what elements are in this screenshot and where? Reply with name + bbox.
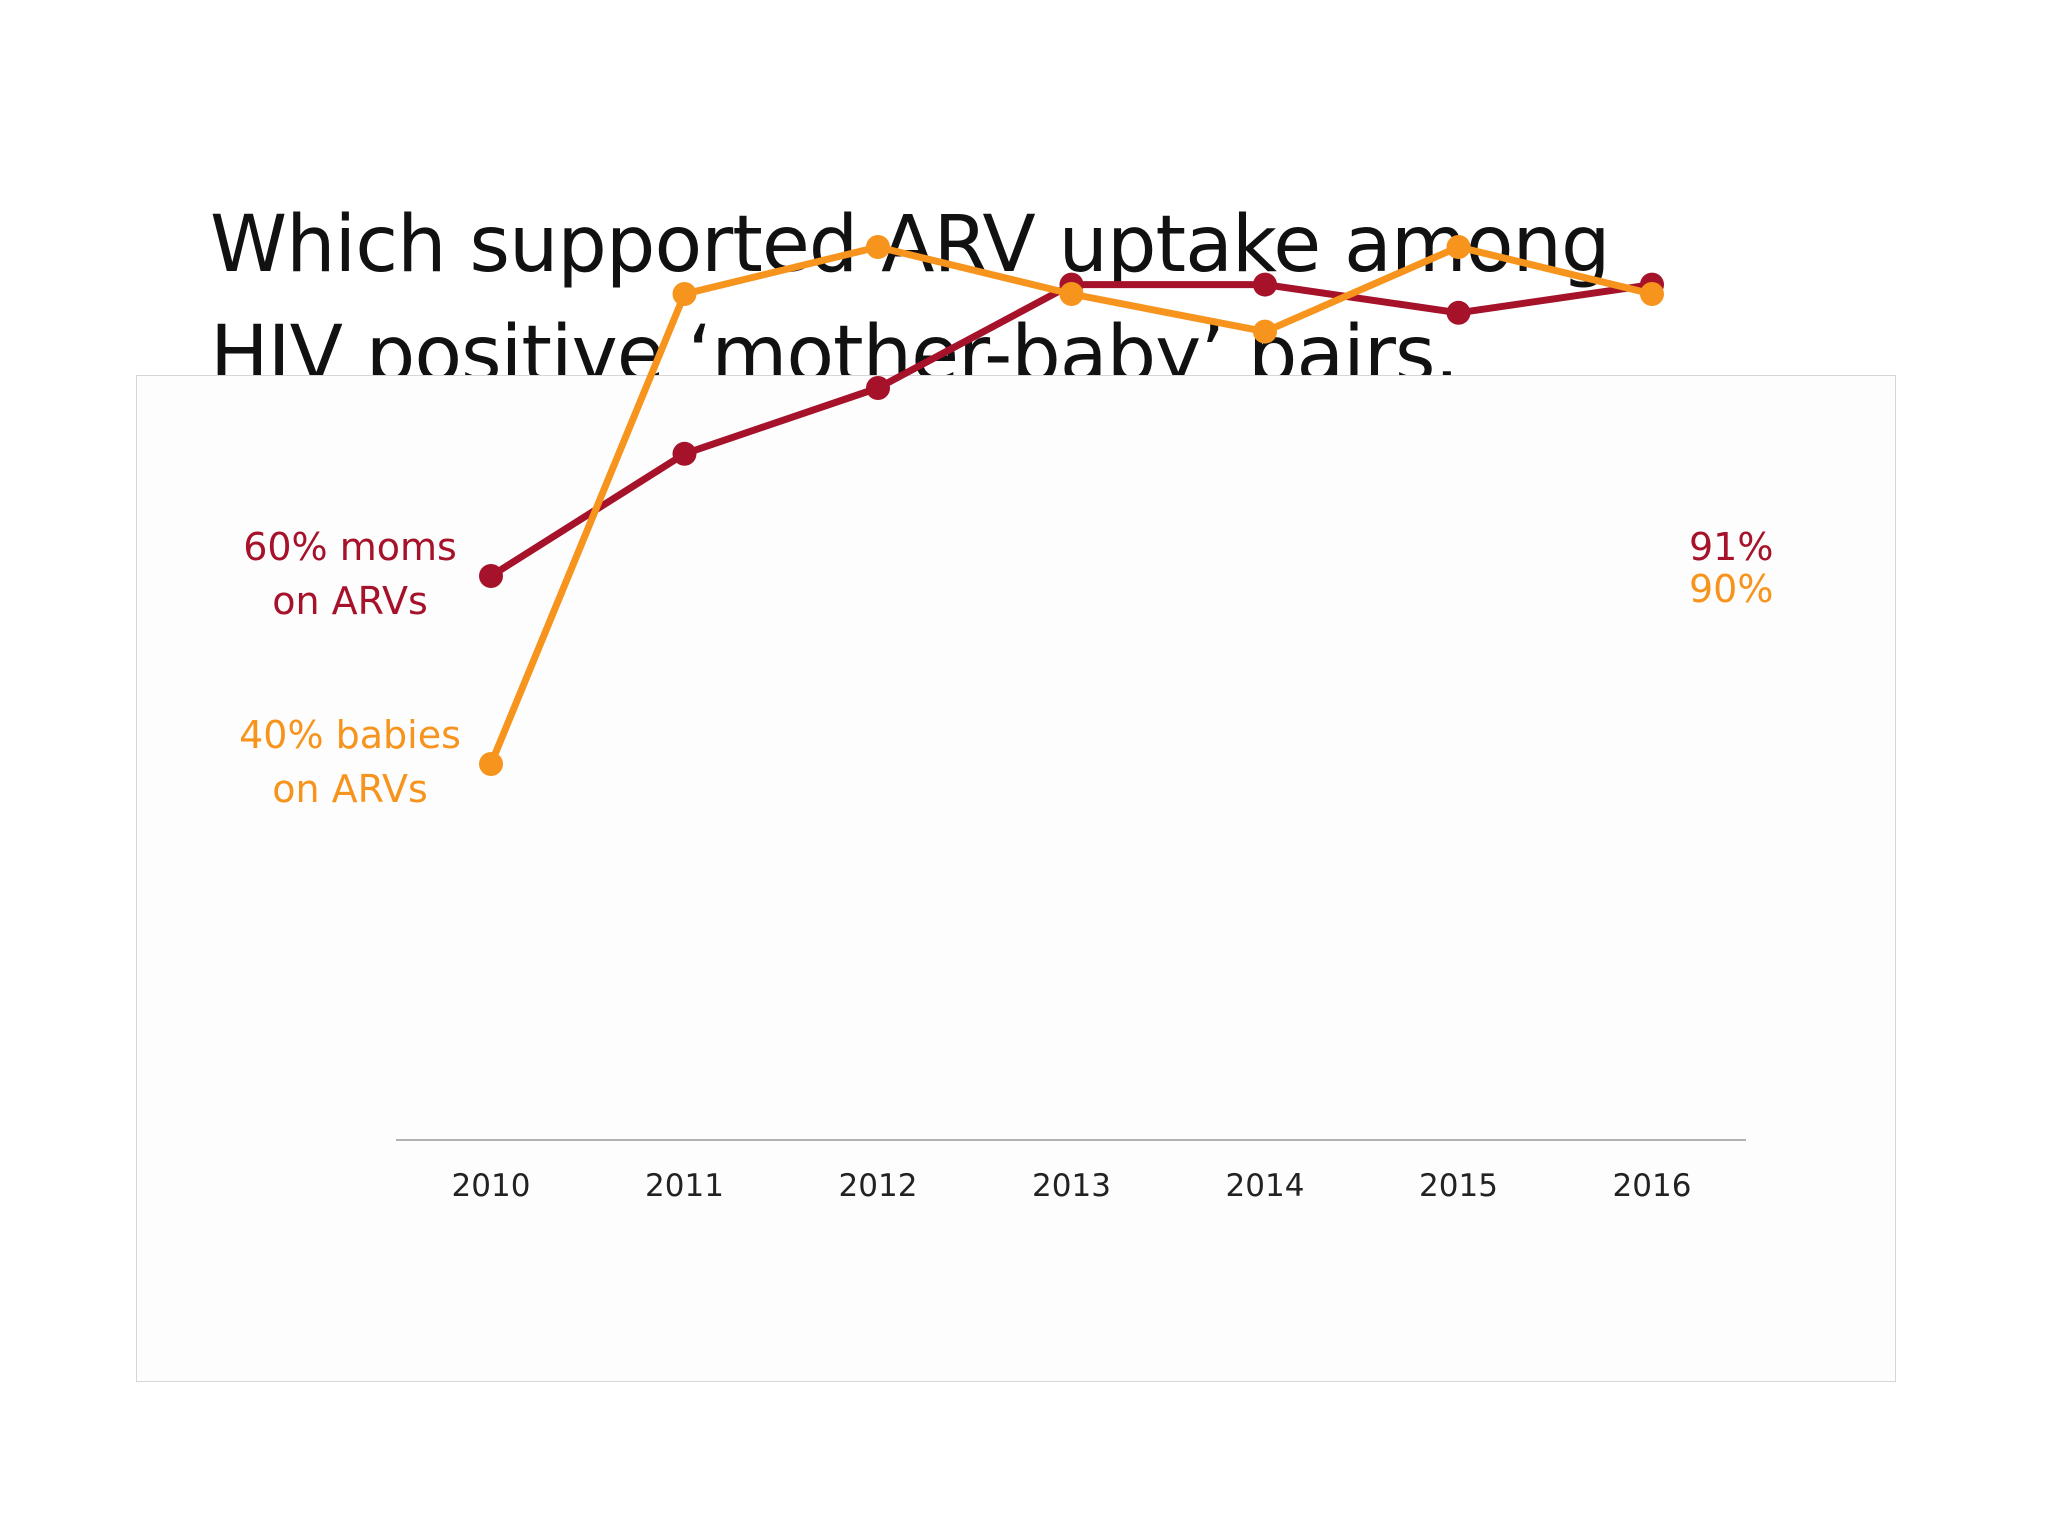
series-line-moms (487, 281, 1656, 580)
slide-title: Which supported ARV uptake among HIV pos… (210, 190, 1710, 410)
series-start-label-babies: on ARVs (272, 767, 428, 811)
series-start-label-moms: on ARVs (272, 579, 428, 623)
data-point-babies (1253, 319, 1277, 344)
series-start-label-babies: 40% babies (239, 713, 461, 757)
data-point-babies (1640, 282, 1664, 306)
data-point-babies (1446, 235, 1471, 259)
data-point-moms (1253, 272, 1277, 297)
x-tick-label: 2012 (839, 1168, 918, 1204)
data-point-moms (479, 564, 503, 588)
series-end-label-moms: 91% (1689, 525, 1773, 569)
slide-title-line-1: Which supported ARV uptake among (210, 200, 1611, 290)
series-end-label-babies: 90% (1689, 567, 1773, 611)
x-tick-label: 2010 (452, 1168, 531, 1204)
data-point-babies (672, 282, 697, 306)
data-point-babies (479, 752, 503, 776)
data-point-babies (866, 235, 890, 259)
data-point-moms (672, 441, 697, 466)
data-point-babies (1059, 282, 1084, 306)
x-tick-label: 2016 (1613, 1168, 1692, 1204)
data-point-moms (866, 376, 890, 400)
series-line-babies (487, 243, 1656, 768)
series-start-label-moms: 60% moms (243, 525, 457, 569)
data-point-moms (1446, 300, 1471, 325)
x-tick-label: 2013 (1032, 1168, 1111, 1204)
x-tick-label: 2011 (645, 1168, 724, 1204)
x-tick-label: 2015 (1419, 1168, 1498, 1204)
chart-frame (136, 375, 1896, 1382)
x-tick-label: 2014 (1226, 1168, 1305, 1204)
